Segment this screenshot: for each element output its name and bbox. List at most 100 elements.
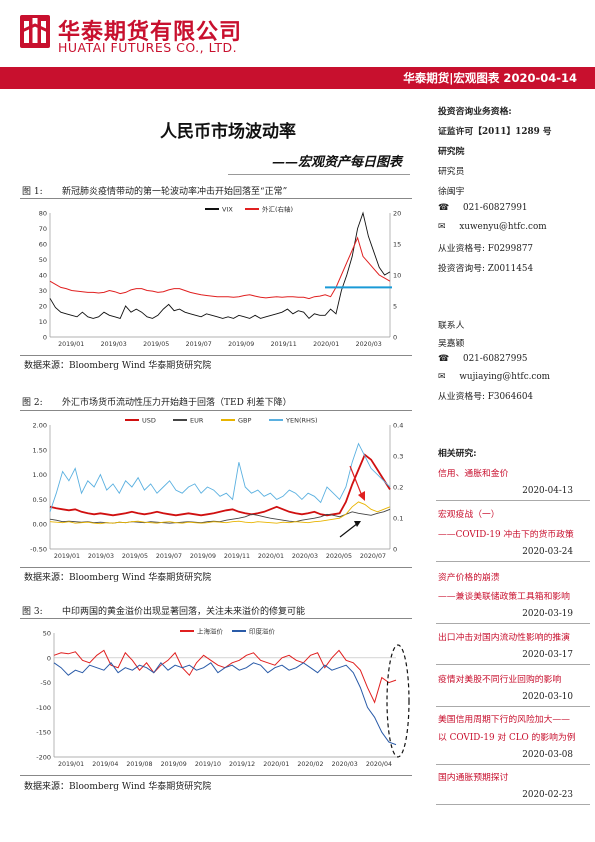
- related-divider: [436, 764, 590, 765]
- analyst-2-cert: 从业资格号: F3064604: [438, 392, 534, 402]
- y-tick-label: 0: [43, 334, 47, 342]
- related-item-6-sub[interactable]: 以 COVID-19 对 CLO 的影响为例: [438, 733, 576, 743]
- y-right-tick-label: 0.2: [393, 484, 403, 492]
- analyst-2-email-address[interactable]: wujiaying@htfc.com: [459, 372, 550, 382]
- related-divider: [436, 500, 590, 501]
- qualification-title: 投资咨询业务资格:: [438, 107, 512, 117]
- company-logo: [20, 15, 50, 48]
- figure-2-number: 图 2:: [22, 398, 43, 408]
- x-tick-label: 2020/01: [313, 341, 339, 348]
- figure-2-frame: -0.50 0.00 0.50 1.00 1.50 2.00 0 0.1 0.2 0.3 0.4 20…: [20, 410, 412, 568]
- x-tick-label: 2020/07: [360, 553, 386, 560]
- page-title: 人民币市场波动率: [160, 122, 296, 142]
- x-tick-label: 2019/11: [271, 341, 297, 348]
- y-tick-label: 20: [39, 303, 47, 311]
- legend-label: 印度溢价: [249, 627, 276, 636]
- y-tick-label: 0: [47, 654, 51, 662]
- analyst-1-phone-number: 021-60827991: [462, 203, 528, 213]
- figure-2-chart: -0.50 0.00 0.50 1.00 1.50 2.00 0 0.1 0.2 0.3 0.4 20…: [30, 417, 403, 561]
- department: 研究院: [438, 147, 465, 157]
- related-item-5[interactable]: 疫情对美股不同行业回购的影响: [438, 675, 562, 685]
- related-item-4[interactable]: 出口冲击对国内流动性影响的推演: [438, 633, 570, 643]
- company-name-en: HUATAI FUTURES CO., LTD.: [58, 40, 238, 55]
- legend-label: YEN(RHS): [285, 417, 318, 425]
- y-tick-label: 2.00: [33, 422, 47, 430]
- report-series-date: 华泰期货|宏观图表 2020-04-14: [403, 71, 577, 85]
- series-line-3: [49, 501, 391, 525]
- up-trend-arrow: [339, 522, 359, 538]
- series-line-1: [49, 211, 391, 320]
- up-trend-arrow-head: [354, 521, 361, 527]
- x-tick-label: 2019/10: [195, 761, 221, 768]
- x-tick-label: 2019/01: [58, 341, 84, 348]
- legend-label: VIX: [222, 206, 233, 214]
- x-tick-label: 2020/01: [263, 761, 289, 768]
- related-item-3[interactable]: 资产价格的崩溃: [438, 573, 500, 583]
- y-tick-label: 1.50: [33, 446, 47, 454]
- y-tick-label: 60: [39, 241, 47, 249]
- x-tick-label: 2019/09: [161, 761, 187, 768]
- analyst-1-email[interactable]: ✉ xuwenyu@htfc.com: [438, 222, 547, 232]
- related-item-7[interactable]: 国内通胀预期探讨: [438, 773, 509, 783]
- related-item-6[interactable]: 美国信用周期下行的风险加大——: [438, 715, 570, 725]
- figure-2-title: 外汇市场货币流动性压力开始趋于回落（TED 利差下降）: [62, 398, 292, 408]
- x-tick-label: 2020/03: [356, 341, 382, 348]
- analyst-2-email[interactable]: ✉ wujiaying@htfc.com: [438, 372, 550, 382]
- header-bar: [0, 67, 595, 89]
- y-tick-label: 80: [39, 210, 47, 218]
- figure-3-chart: -200 -150 -100 -50 0 50 2019/01 2019/04 2019/08 2…: [36, 627, 410, 768]
- figure-1-number: 图 1:: [22, 187, 43, 197]
- figure-3-title: 中印两国的黄金溢价出现显著回落，关注未来溢价的修复可能: [62, 607, 306, 617]
- x-tick-label: 2019/09: [190, 553, 216, 560]
- legend-label: EUR: [190, 417, 204, 425]
- related-divider: [436, 804, 590, 805]
- related-item-3-sub[interactable]: ——兼谈美联储政策工具箱和影响: [438, 592, 570, 602]
- series-line-1: [49, 453, 391, 517]
- figure-1-title: 新冠肺炎疫情带动的第一轮波动率冲击开始回落至“正常”: [62, 187, 288, 197]
- page-subtitle: ——宏观资产每日图表: [272, 155, 403, 170]
- y-tick-label: 0.50: [33, 496, 47, 504]
- y-tick-label: 50: [39, 256, 47, 264]
- x-tick-label: 2019/07: [186, 341, 212, 348]
- analyst-1-email-address[interactable]: xuwenyu@htfc.com: [459, 222, 547, 232]
- phone-icon: ☎: [438, 354, 449, 364]
- related-item-2[interactable]: 宏观疫战（一）: [438, 510, 500, 520]
- email-icon: ✉: [438, 222, 446, 232]
- y-tick-label: 30: [39, 287, 47, 295]
- x-tick-label: 2019/08: [126, 761, 152, 768]
- x-tick-label: 2019/11: [224, 553, 250, 560]
- related-item-2-sub[interactable]: ——COVID-19 冲击下的货币政策: [438, 530, 574, 540]
- related-date-3: 2020-03-19: [522, 609, 573, 619]
- x-tick-label: 2020/01: [258, 553, 284, 560]
- y-right-tick-label: 5: [393, 303, 397, 311]
- x-tick-label: 2019/01: [58, 761, 84, 768]
- analyst-2-name: 吴嘉颖: [438, 339, 465, 349]
- y-tick-label: 50: [43, 630, 51, 638]
- figure-1-chart: 0 10 20 30 40 50 60 70 80 0 5 10 15 20 2019/01 2019/03 2…: [39, 205, 402, 349]
- y-right-tick-label: 20: [393, 210, 401, 218]
- related-item-1[interactable]: 信用、通胀和金价: [438, 469, 509, 479]
- y-tick-label: 10: [39, 318, 47, 326]
- figure-1-source: 数据来源：Bloomberg Wind 华泰期货研究院: [24, 361, 212, 371]
- contact-label: 联系人: [438, 321, 465, 331]
- related-date-2: 2020-03-24: [522, 547, 573, 557]
- y-right-tick-label: 0: [393, 546, 397, 554]
- x-tick-label: 2019/05: [122, 553, 148, 560]
- y-tick-label: 70: [39, 225, 47, 233]
- figure-3-number: 图 3:: [22, 607, 43, 617]
- y-right-tick-label: 15: [393, 241, 401, 249]
- legend-label: 上海溢价: [197, 627, 224, 636]
- company-name-cn: 华泰期货有限公司: [58, 20, 243, 45]
- related-date-7: 2020-02-23: [522, 790, 573, 800]
- x-tick-label: 2019/07: [156, 553, 182, 560]
- y-right-tick-label: 0.3: [393, 453, 403, 461]
- figure-3-frame: -200 -150 -100 -50 0 50 2019/01 2019/04 2019/08 2…: [20, 618, 412, 776]
- related-date-1: 2020-04-13: [522, 486, 573, 496]
- legend-label: USD: [142, 417, 156, 425]
- figure-3-caption: 图 3: 中印两国的黄金溢价出现显著回落，关注未来溢价的修复可能: [22, 604, 305, 617]
- y-tick-label: -100: [36, 704, 51, 712]
- down-trend-arrow-head: [358, 491, 365, 501]
- x-tick-label: 2019/01: [54, 553, 80, 560]
- x-tick-label: 2019/03: [101, 341, 127, 348]
- down-trend-arrow: [349, 465, 363, 497]
